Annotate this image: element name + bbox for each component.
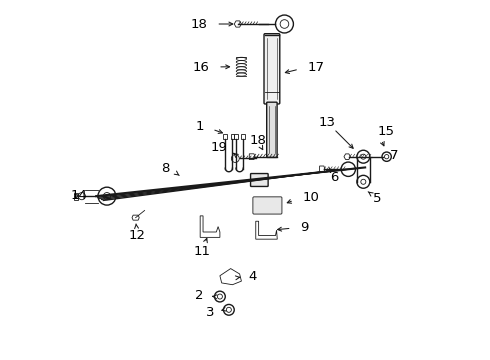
Text: 8: 8 xyxy=(161,162,170,175)
Text: 18: 18 xyxy=(191,18,207,31)
FancyBboxPatch shape xyxy=(253,197,282,214)
Text: 2: 2 xyxy=(195,289,204,302)
FancyBboxPatch shape xyxy=(267,102,277,157)
Text: 17: 17 xyxy=(308,60,325,73)
Text: 11: 11 xyxy=(194,245,211,258)
Text: 10: 10 xyxy=(302,191,319,204)
Text: 9: 9 xyxy=(300,221,309,234)
FancyBboxPatch shape xyxy=(250,174,268,186)
Text: 16: 16 xyxy=(192,60,209,73)
Text: 13: 13 xyxy=(319,116,336,129)
Text: 7: 7 xyxy=(390,149,399,162)
Text: 18: 18 xyxy=(249,134,266,147)
Text: 15: 15 xyxy=(378,125,394,138)
Text: 4: 4 xyxy=(248,270,257,283)
Text: 5: 5 xyxy=(373,192,382,205)
Text: 3: 3 xyxy=(206,306,215,319)
Text: 19: 19 xyxy=(210,141,227,154)
FancyBboxPatch shape xyxy=(264,34,280,104)
Text: 12: 12 xyxy=(129,229,146,242)
Text: 14: 14 xyxy=(71,189,87,202)
Text: 6: 6 xyxy=(330,171,339,184)
Text: 1: 1 xyxy=(195,120,204,133)
